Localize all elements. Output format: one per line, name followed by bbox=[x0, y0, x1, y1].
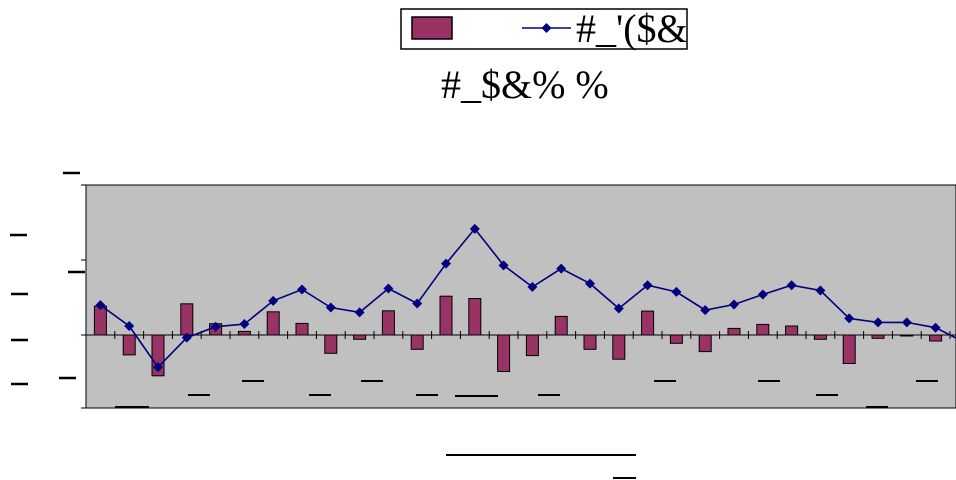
legend-label-line: #_'($& bbox=[576, 6, 688, 51]
line-point bbox=[729, 299, 739, 310]
chart-title: #_$&% % bbox=[441, 62, 609, 107]
bar bbox=[410, 334, 424, 350]
line-point bbox=[325, 302, 336, 313]
bar bbox=[381, 310, 395, 336]
line-point bbox=[844, 313, 855, 324]
line-point bbox=[585, 278, 595, 289]
bar bbox=[497, 334, 511, 372]
bar bbox=[93, 305, 107, 336]
line-point bbox=[383, 283, 394, 294]
bar bbox=[842, 334, 856, 364]
line-point bbox=[815, 285, 826, 296]
bar bbox=[727, 327, 741, 336]
plot-area bbox=[85, 184, 956, 409]
line-point bbox=[239, 319, 250, 330]
bar bbox=[929, 334, 943, 342]
bar bbox=[439, 295, 453, 336]
line-point bbox=[498, 260, 509, 271]
line-point bbox=[469, 223, 480, 234]
line-point bbox=[181, 332, 192, 343]
bar bbox=[554, 315, 568, 336]
bar bbox=[525, 334, 539, 357]
bar bbox=[122, 334, 136, 356]
legend: #_'($& bbox=[400, 6, 688, 51]
x-ticks bbox=[85, 331, 951, 339]
x-tick-labels bbox=[115, 380, 938, 408]
bar bbox=[641, 310, 655, 336]
line-point bbox=[412, 298, 423, 309]
line-point bbox=[210, 321, 221, 332]
bar bbox=[468, 298, 482, 336]
line-point bbox=[441, 258, 451, 269]
line-point bbox=[124, 321, 135, 332]
bar bbox=[669, 334, 683, 344]
line-point bbox=[297, 284, 307, 295]
line-point bbox=[901, 317, 912, 328]
line-point bbox=[613, 303, 624, 314]
bar bbox=[324, 334, 338, 354]
line-point bbox=[757, 289, 768, 300]
bar bbox=[180, 303, 194, 336]
bar bbox=[266, 311, 280, 336]
x-axis-title bbox=[446, 454, 636, 479]
line-point bbox=[671, 286, 682, 297]
line-point bbox=[556, 263, 567, 274]
legend-swatch-bar bbox=[411, 16, 453, 40]
bar bbox=[583, 334, 597, 350]
line-point bbox=[786, 280, 797, 291]
bar bbox=[813, 334, 827, 340]
bar bbox=[612, 334, 626, 360]
line-point bbox=[354, 307, 365, 318]
line-point bbox=[95, 300, 106, 311]
bar bbox=[353, 334, 367, 340]
bar bbox=[237, 330, 251, 336]
legend-box bbox=[400, 8, 688, 50]
line-point bbox=[700, 305, 711, 316]
legend-swatch-marker bbox=[541, 23, 552, 33]
bar bbox=[295, 322, 309, 336]
line-point bbox=[527, 281, 538, 292]
y-axis bbox=[10, 171, 87, 409]
line-point bbox=[873, 317, 883, 328]
line-series bbox=[95, 223, 956, 373]
bar bbox=[785, 325, 799, 336]
bar bbox=[698, 334, 712, 353]
line-point bbox=[268, 295, 279, 306]
line-point bbox=[930, 322, 941, 333]
line-point bbox=[153, 362, 163, 373]
line-point bbox=[642, 280, 653, 291]
bar bbox=[756, 323, 770, 336]
